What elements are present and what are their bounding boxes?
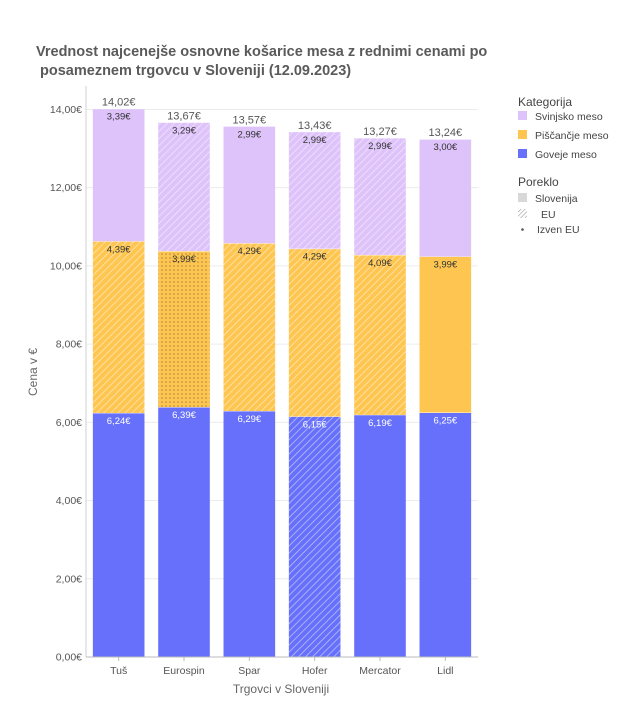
data-label: 4,29€ [303, 252, 327, 263]
data-label: 3,29€ [172, 125, 196, 136]
bar-segment-eu-hatch [223, 243, 276, 412]
x-axis-title: Trgovci v Sloveniji [233, 682, 329, 696]
bar-segment-eu-hatch [158, 122, 210, 252]
x-tick-label: Mercator [359, 665, 401, 677]
legend-item-svinjsko: Svinjsko meso [535, 111, 603, 123]
gridlines [86, 108, 478, 580]
y-tick-label: 12,00€ [50, 182, 82, 194]
chart-title-line-1: Vrednost najcenejše osnovne košarice mes… [36, 44, 487, 60]
legend-item-goveje: Goveje meso [535, 149, 597, 161]
legend: Kategorija Svinjsko meso Piščančje meso … [518, 95, 609, 236]
bars: 6,24€ 4,39€ 3,39€ 14,02€ 6,39€ 3,99€ 3,29€ 13,6… [92, 97, 472, 657]
legend-swatch-slovenija [518, 193, 527, 202]
bar-segment-eu-hatch [288, 131, 341, 249]
x-tick-label: Spar [238, 665, 261, 677]
legend-category-title: Kategorija [518, 95, 572, 109]
data-label: 3,39€ [107, 112, 131, 123]
total-label: 13,27€ [363, 126, 397, 138]
data-label: 3,99€ [172, 254, 196, 265]
legend-dot-izven-eu [521, 228, 524, 231]
x-tick-label: Hofer [302, 665, 328, 677]
chart-title-line-2: posameznem trgovcu v Sloveniji (12.09.20… [36, 63, 351, 79]
legend-origin-title: Poreklo [518, 175, 559, 189]
data-label: 4,09€ [368, 258, 392, 269]
y-tick-label: 0,00€ [56, 652, 82, 664]
data-label: 2,99€ [368, 141, 392, 152]
bar-segment [419, 256, 472, 413]
total-label: 13,24€ [429, 127, 463, 139]
legend-swatch-goveje [518, 149, 527, 158]
bar-segment [354, 414, 406, 657]
total-label: 13,43€ [298, 120, 332, 132]
legend-item-eu: EU [541, 209, 556, 221]
legend-item-piscancje: Piščančje meso [535, 130, 609, 142]
data-label: 6,19€ [368, 418, 392, 429]
legend-item-slovenija: Slovenija [535, 193, 578, 205]
y-axis-title: Cena v € [26, 348, 40, 396]
total-label: 13,57€ [233, 114, 267, 126]
bar-segment [92, 108, 145, 242]
bar-segment-eu-hatch [354, 138, 406, 255]
legend-swatch-eu [518, 209, 527, 218]
data-label: 4,29€ [237, 246, 261, 257]
bar-segment-eu-hatch [354, 254, 406, 415]
total-label: 14,02€ [102, 97, 136, 109]
data-label: 6,29€ [237, 414, 261, 425]
data-label: 4,39€ [107, 244, 131, 255]
y-tick-label: 4,00€ [56, 495, 82, 507]
data-label: 2,99€ [237, 129, 261, 140]
x-tick-label: Eurospin [163, 665, 205, 677]
y-tick-label: 14,00€ [50, 104, 82, 116]
bar-segment [92, 412, 145, 657]
bar-segment-eu-hatch [288, 416, 341, 657]
y-axis-ticks: 0,00€ 2,00€ 4,00€ 6,00€ 8,00€ 10,00€ 12,00€ 14,… [50, 104, 82, 664]
data-label: 2,99€ [303, 135, 327, 146]
y-tick-label: 8,00€ [56, 339, 82, 351]
legend-item-izven-eu: Izven EU [537, 224, 580, 236]
bar-segment [419, 412, 472, 657]
x-axis-ticks: Tuš Eurospin Spar Hofer Mercator Lidl [110, 657, 454, 677]
total-label: 13,67€ [167, 110, 201, 122]
bar-segment [223, 411, 276, 657]
data-label: 6,24€ [107, 416, 131, 427]
x-tick-label: Lidl [437, 665, 453, 677]
data-label: 6,25€ [433, 416, 457, 427]
bar-segment [158, 407, 210, 657]
y-tick-label: 6,00€ [56, 417, 82, 429]
legend-swatch-piscancje [518, 130, 527, 139]
legend-swatch-svinjsko [518, 111, 527, 120]
data-label: 6,39€ [172, 410, 196, 421]
data-label: 6,15€ [303, 419, 327, 430]
bar-segment [419, 139, 472, 257]
bar-segment-eu-hatch [92, 241, 145, 413]
data-label: 3,99€ [433, 260, 457, 271]
x-tick-label: Tuš [110, 665, 127, 677]
bar-segment-eu-hatch [288, 248, 341, 417]
bar-segment-izven-eu-dots [158, 251, 210, 408]
data-label: 3,00€ [433, 142, 457, 153]
y-tick-label: 10,00€ [50, 260, 82, 272]
bar-segment [223, 126, 276, 244]
y-tick-label: 2,00€ [56, 573, 82, 585]
